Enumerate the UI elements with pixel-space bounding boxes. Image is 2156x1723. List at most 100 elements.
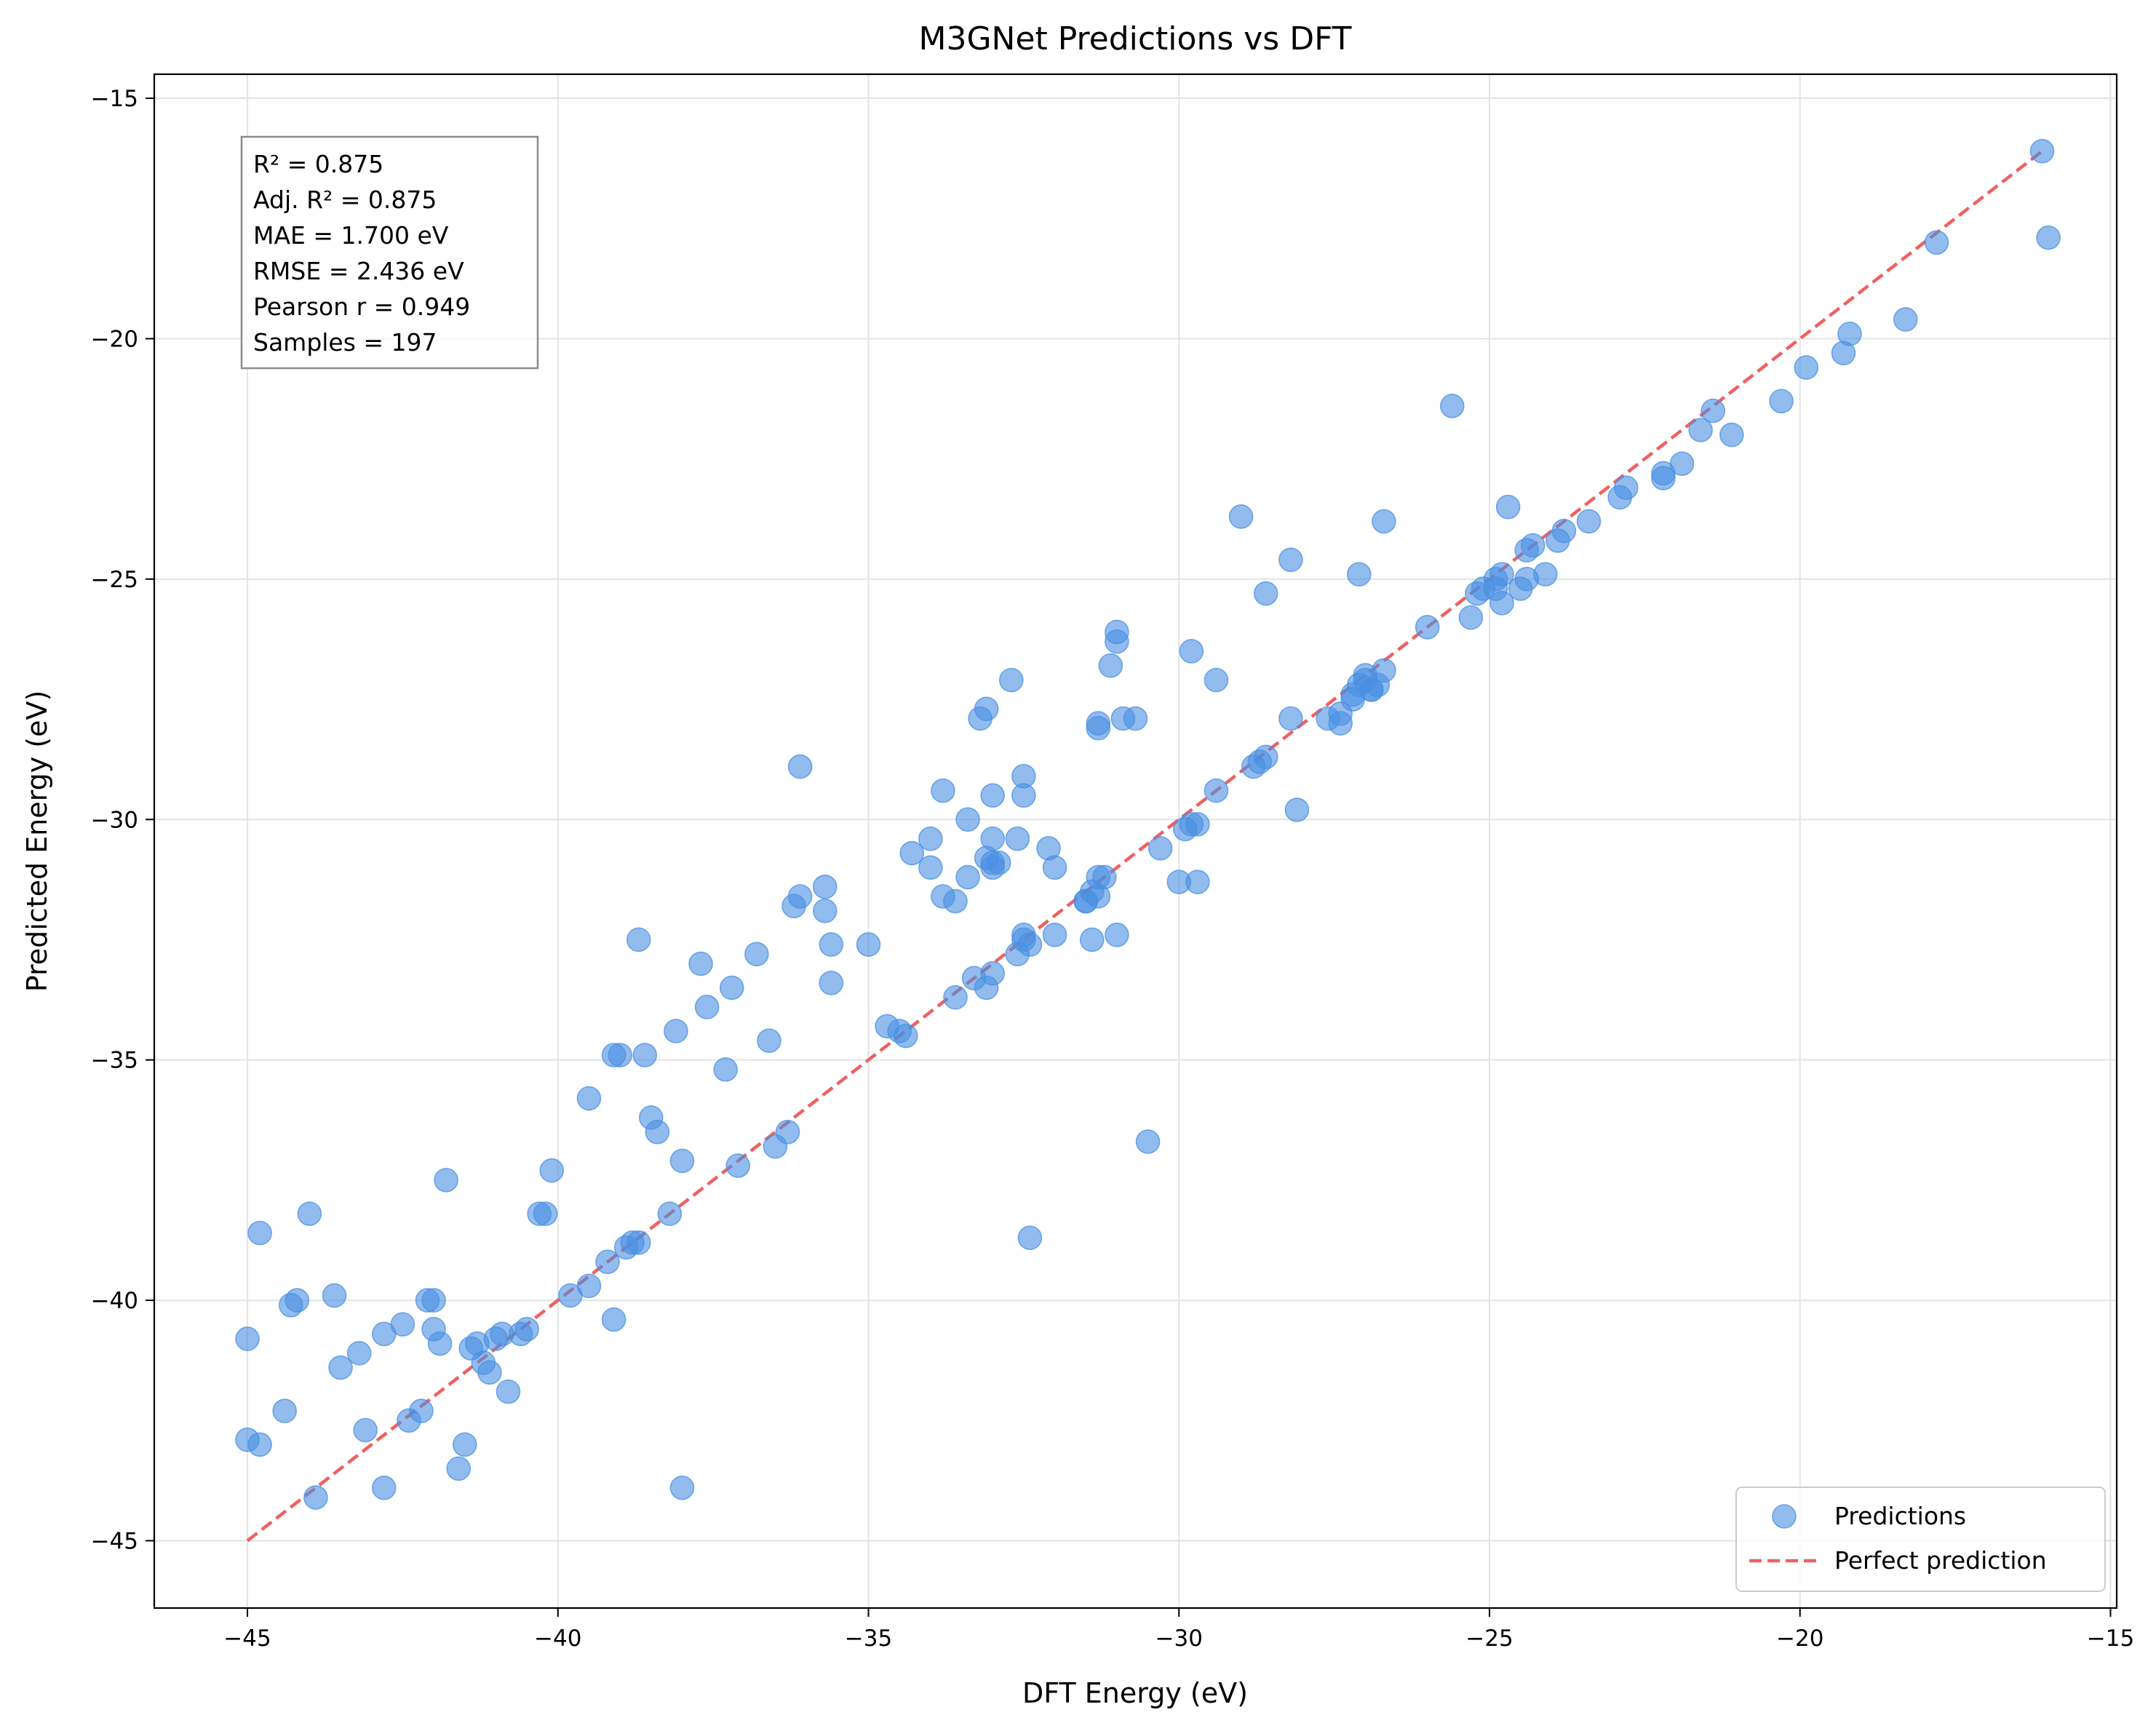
data-point bbox=[1495, 494, 1521, 520]
x-tick-label: −25 bbox=[1465, 1625, 1513, 1652]
data-point bbox=[477, 1360, 502, 1385]
data-point bbox=[576, 1273, 602, 1299]
data-point bbox=[1278, 547, 1303, 573]
data-point bbox=[645, 1119, 670, 1145]
data-point bbox=[974, 696, 999, 722]
data-point bbox=[353, 1417, 378, 1443]
stats-box: R² = 0.875 Adj. R² = 0.875 MAE = 1.700 eV R… bbox=[240, 135, 539, 370]
data-point bbox=[893, 1023, 918, 1048]
data-point bbox=[918, 826, 943, 851]
legend-predictions-marker bbox=[1772, 1504, 1797, 1529]
data-point bbox=[1011, 763, 1036, 789]
x-tick-label: −20 bbox=[1776, 1625, 1823, 1652]
data-point bbox=[371, 1475, 397, 1500]
data-point bbox=[1613, 475, 1639, 501]
data-point bbox=[918, 855, 943, 880]
data-point bbox=[272, 1398, 298, 1423]
data-point bbox=[601, 1307, 626, 1332]
legend-predictions-label: Predictions bbox=[1834, 1502, 1966, 1530]
legend: Predictions Perfect prediction bbox=[1735, 1487, 2106, 1592]
data-point bbox=[2036, 225, 2061, 250]
y-tick-label: −35 bbox=[91, 1048, 138, 1074]
data-point bbox=[1147, 836, 1173, 861]
data-point bbox=[409, 1398, 434, 1423]
data-point bbox=[235, 1326, 260, 1351]
data-point bbox=[514, 1316, 539, 1342]
y-tick-label: −15 bbox=[91, 86, 138, 112]
data-point bbox=[669, 1148, 695, 1174]
data-point bbox=[986, 850, 1011, 875]
stats-line: R² = 0.875 bbox=[253, 150, 383, 178]
data-point bbox=[297, 1201, 322, 1226]
data-point bbox=[1086, 715, 1111, 741]
data-point bbox=[1017, 932, 1043, 957]
data-point bbox=[1328, 711, 1353, 736]
data-point bbox=[434, 1168, 458, 1193]
data-point bbox=[322, 1283, 347, 1308]
stats-line: Pearson r = 0.949 bbox=[253, 293, 470, 321]
y-tick-label: −45 bbox=[91, 1528, 138, 1554]
data-point bbox=[1551, 518, 1577, 544]
data-point bbox=[1253, 581, 1278, 606]
data-point bbox=[1893, 307, 1918, 332]
data-point bbox=[446, 1456, 472, 1481]
stats-line: Adj. R² = 0.875 bbox=[253, 186, 437, 214]
data-point bbox=[1688, 418, 1713, 442]
data-point bbox=[757, 1028, 781, 1054]
stats-line: Samples = 197 bbox=[253, 328, 437, 357]
y-tick-label: −20 bbox=[91, 326, 138, 352]
data-point bbox=[1532, 562, 1558, 587]
stats-box-frame bbox=[240, 135, 539, 370]
data-point bbox=[1576, 509, 1602, 534]
data-point bbox=[1204, 778, 1229, 803]
data-point bbox=[1135, 1129, 1161, 1154]
data-point bbox=[1017, 1225, 1043, 1250]
data-point bbox=[1439, 394, 1465, 418]
data-point bbox=[657, 1201, 683, 1226]
data-point bbox=[303, 1485, 328, 1510]
x-tick-label: −45 bbox=[223, 1625, 271, 1652]
legend-perfect-line-label: Perfect prediction bbox=[1834, 1546, 2047, 1575]
data-point bbox=[1372, 509, 1396, 534]
data-point bbox=[819, 971, 844, 995]
data-point bbox=[285, 1288, 310, 1313]
data-point bbox=[1185, 870, 1210, 894]
data-point bbox=[1719, 422, 1744, 447]
data-point bbox=[819, 932, 844, 957]
data-point bbox=[1079, 927, 1105, 952]
legend-frame bbox=[1735, 1487, 2106, 1592]
x-tick-label: −40 bbox=[534, 1625, 581, 1652]
y-axis-ticks: −45 −40 −35 −30 −25 −20 −15 bbox=[91, 86, 154, 1554]
x-axis-ticks: −45 −40 −35 −30 −25 −20 −15 bbox=[223, 1608, 2134, 1652]
grid bbox=[154, 74, 2117, 1608]
data-point bbox=[626, 1230, 651, 1255]
data-point bbox=[608, 1043, 632, 1067]
data-point bbox=[626, 927, 651, 952]
data-point bbox=[533, 1201, 558, 1226]
data-point bbox=[1253, 744, 1278, 770]
data-points bbox=[235, 138, 2061, 1510]
data-point bbox=[1837, 322, 1862, 346]
data-point bbox=[1185, 812, 1210, 837]
data-point bbox=[539, 1158, 565, 1183]
data-point bbox=[1669, 451, 1695, 477]
data-point bbox=[1489, 562, 1514, 587]
data-point bbox=[1204, 667, 1229, 693]
data-point bbox=[1228, 504, 1254, 529]
data-point bbox=[1924, 230, 1949, 255]
data-point bbox=[346, 1340, 372, 1366]
data-point bbox=[390, 1312, 415, 1337]
data-point bbox=[1105, 923, 1129, 947]
data-point bbox=[1005, 826, 1030, 851]
data-point bbox=[955, 807, 980, 832]
stats-line: RMSE = 2.436 eV bbox=[253, 257, 464, 285]
data-point bbox=[999, 667, 1024, 693]
data-point bbox=[812, 874, 838, 899]
data-point bbox=[955, 864, 980, 890]
data-point bbox=[1415, 615, 1440, 640]
data-point bbox=[980, 783, 1005, 808]
data-point bbox=[1284, 797, 1310, 822]
data-point bbox=[247, 1220, 272, 1246]
data-point bbox=[427, 1331, 453, 1356]
